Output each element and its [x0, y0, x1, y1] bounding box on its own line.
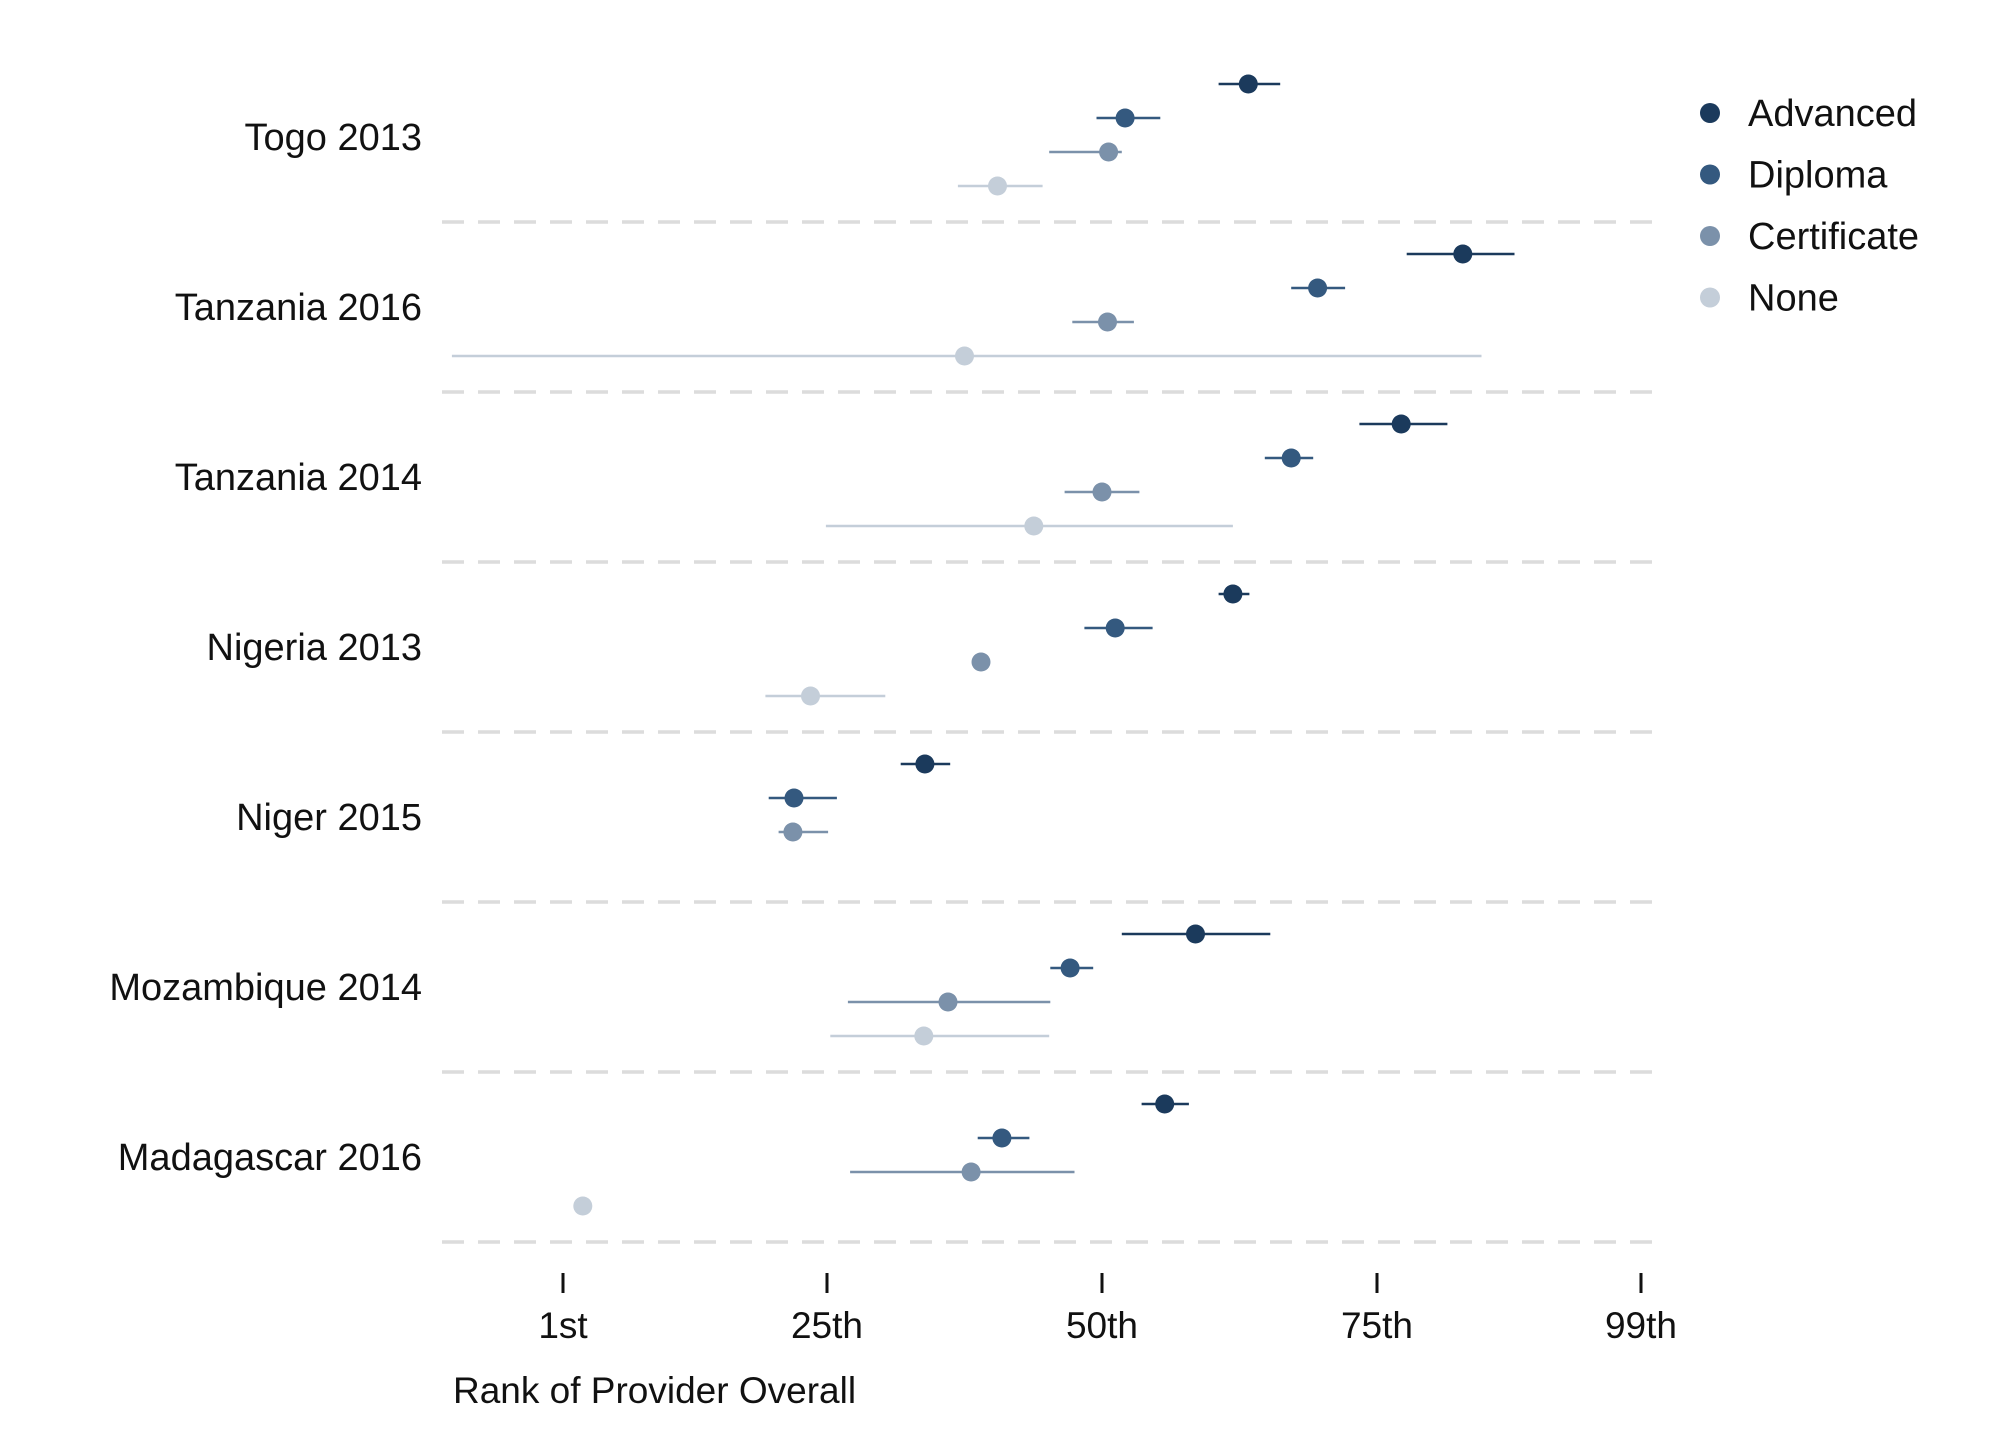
- data-point: [1453, 244, 1473, 264]
- x-axis-title: Rank of Provider Overall: [453, 1370, 856, 1411]
- data-point: [971, 652, 991, 672]
- x-tick-label: 75th: [1341, 1305, 1413, 1346]
- data-point: [955, 346, 974, 366]
- legend-swatch: [1700, 226, 1720, 246]
- group-label: Madagascar 2016: [118, 1137, 422, 1179]
- x-axis: 1st 25th 50th 75th 99th: [538, 1273, 1677, 1346]
- x-tick-label: 25th: [791, 1305, 863, 1346]
- data-point: [1105, 618, 1125, 638]
- data-point: [1238, 74, 1258, 94]
- legend: Advanced Diploma Certificate None: [1700, 93, 1919, 320]
- data-point: [1098, 312, 1117, 332]
- data-point: [573, 1196, 593, 1216]
- legend-label: Certificate: [1748, 216, 1919, 258]
- data-point: [1281, 448, 1301, 468]
- data-point: [988, 176, 1007, 196]
- data-point: [915, 754, 935, 774]
- data-point: [1099, 142, 1119, 162]
- data-point: [1115, 108, 1135, 128]
- plot-marks: [451, 74, 1515, 1216]
- group-label: Niger 2015: [236, 797, 422, 839]
- data-point: [1092, 482, 1112, 502]
- legend-label: Diploma: [1748, 155, 1888, 197]
- legend-swatch: [1700, 103, 1720, 123]
- data-point: [961, 1162, 981, 1182]
- data-point: [1186, 924, 1205, 944]
- legend-label: Advanced: [1748, 93, 1917, 135]
- data-point: [1155, 1094, 1175, 1114]
- group-label: Tanzania 2014: [175, 457, 422, 499]
- legend-swatch: [1700, 164, 1720, 185]
- data-point: [783, 822, 803, 842]
- group-label: Tanzania 2016: [175, 287, 422, 329]
- data-point: [1024, 516, 1044, 536]
- group-labels: Togo 2013 Tanzania 2016 Tanzania 2014 Niger…: [109, 117, 422, 1179]
- data-point: [938, 992, 958, 1012]
- data-point: [992, 1128, 1012, 1148]
- group-separators: [442, 220, 1663, 1244]
- data-point: [914, 1026, 934, 1046]
- data-point: [784, 788, 804, 808]
- data-point: [1060, 958, 1080, 978]
- group-label: Nigeria 2013: [207, 627, 422, 669]
- x-tick-label: 50th: [1066, 1305, 1138, 1346]
- data-point: [1308, 278, 1328, 298]
- data-point: [1391, 414, 1411, 434]
- x-tick-label: 99th: [1605, 1305, 1677, 1346]
- x-tick-label: 1st: [538, 1305, 588, 1346]
- data-point: [801, 686, 820, 706]
- legend-swatch: [1700, 287, 1720, 308]
- legend-label: None: [1748, 278, 1839, 320]
- group-label: Mozambique 2014: [109, 967, 422, 1009]
- data-point: [1223, 584, 1243, 604]
- group-label: Togo 2013: [245, 117, 423, 159]
